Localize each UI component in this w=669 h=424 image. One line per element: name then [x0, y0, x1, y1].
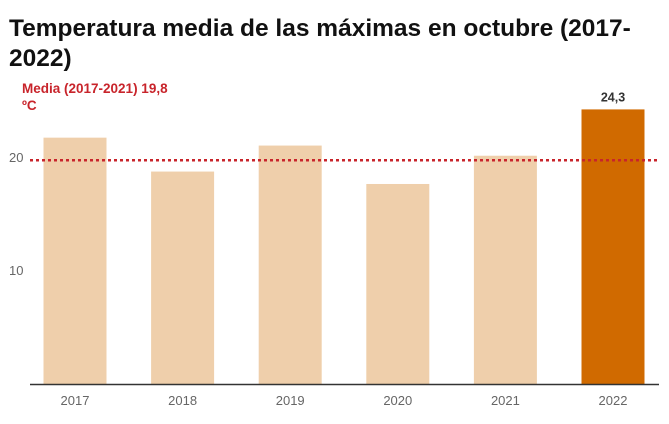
- y-tick-label: 20: [9, 150, 23, 165]
- x-tick-label: 2020: [383, 393, 412, 408]
- x-tick-label: 2022: [599, 393, 628, 408]
- bar: [366, 183, 430, 384]
- chart-title: Temperatura media de las máximas en octu…: [9, 15, 631, 72]
- x-tick-label: 2021: [491, 393, 520, 408]
- reference-line-label: Media (2017-2021) 19,8: [22, 81, 168, 96]
- y-tick-label: 10: [9, 263, 23, 278]
- bar: [43, 137, 107, 384]
- bar: [473, 155, 537, 384]
- x-tick-label: 2018: [168, 393, 197, 408]
- data-label: 24,3: [601, 90, 625, 104]
- x-tick-label: 2019: [276, 393, 305, 408]
- bar: [151, 171, 215, 384]
- bar: [258, 145, 322, 384]
- reference-line-label: ºC: [22, 98, 37, 113]
- x-tick-label: 2017: [61, 393, 90, 408]
- bar: [581, 109, 645, 384]
